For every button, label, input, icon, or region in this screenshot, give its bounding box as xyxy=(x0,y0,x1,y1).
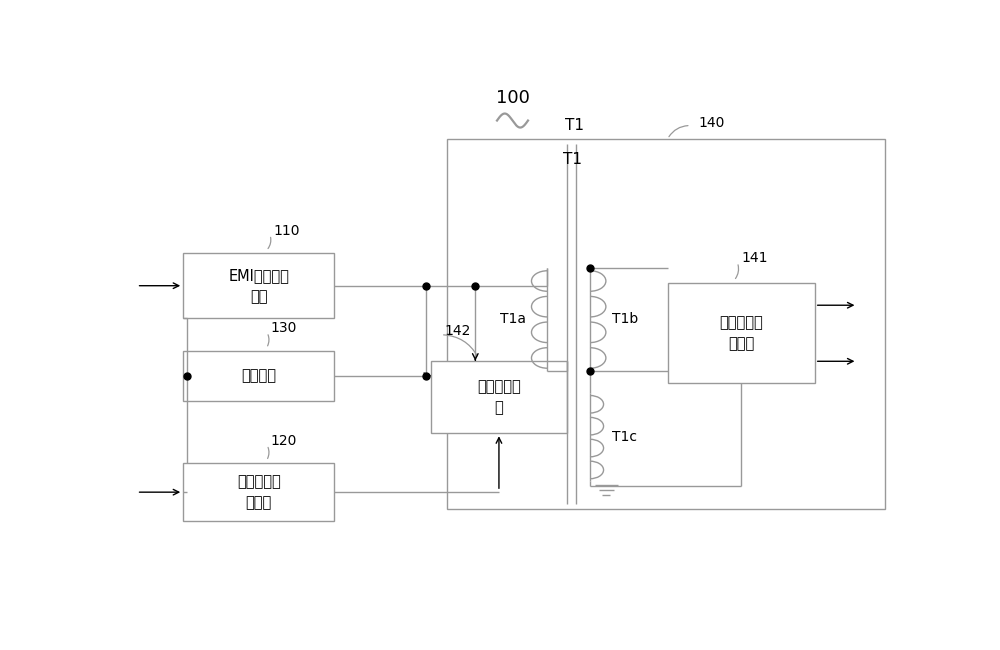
FancyBboxPatch shape xyxy=(183,463,334,521)
Text: 电源开关单
元: 电源开关单 元 xyxy=(477,379,521,415)
Text: 输出整流滤
波单元: 输出整流滤 波单元 xyxy=(719,315,763,351)
Text: 阻尼电路: 阻尼电路 xyxy=(241,369,276,383)
Text: T1: T1 xyxy=(565,118,584,133)
Text: 110: 110 xyxy=(274,224,300,238)
Text: T1c: T1c xyxy=(612,430,637,444)
Text: T1: T1 xyxy=(563,151,582,166)
FancyBboxPatch shape xyxy=(431,361,567,434)
Text: 141: 141 xyxy=(741,251,768,265)
Text: T1a: T1a xyxy=(500,313,526,326)
Text: 切相电压转
换电路: 切相电压转 换电路 xyxy=(237,474,281,510)
Text: 120: 120 xyxy=(271,434,297,448)
Text: 100: 100 xyxy=(496,89,529,107)
FancyBboxPatch shape xyxy=(668,283,815,383)
FancyBboxPatch shape xyxy=(183,351,334,401)
Text: 142: 142 xyxy=(445,324,471,338)
Text: EMI滤波整流
电路: EMI滤波整流 电路 xyxy=(228,268,289,304)
Text: 130: 130 xyxy=(271,321,297,335)
Text: 140: 140 xyxy=(698,116,725,130)
Text: T1b: T1b xyxy=(612,313,638,326)
FancyBboxPatch shape xyxy=(183,254,334,318)
